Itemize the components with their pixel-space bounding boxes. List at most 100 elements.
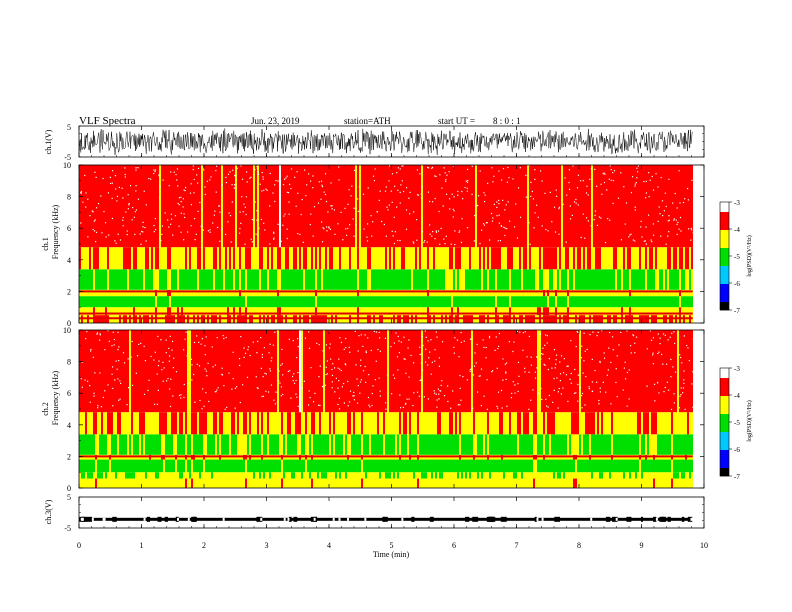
colorbar-segment xyxy=(720,304,729,307)
spectrogram-cell xyxy=(513,472,515,479)
spectrogram-speckle xyxy=(101,232,103,234)
spectrogram-cell xyxy=(357,289,359,297)
spectrogram-cell xyxy=(635,307,637,316)
spectrogram-speckle xyxy=(541,225,543,227)
spectrogram-cell xyxy=(555,289,557,297)
spectrogram-cell xyxy=(405,330,407,413)
spectrogram-cell xyxy=(443,459,445,473)
spectrogram-cell xyxy=(605,412,607,435)
spectrogram-cell xyxy=(643,434,645,455)
spectrogram-cell xyxy=(187,472,189,479)
spectrogram-cell xyxy=(209,269,211,290)
spectrogram-cell xyxy=(313,289,315,297)
spectrogram-cell xyxy=(503,269,505,290)
spectrogram-cell xyxy=(125,247,127,270)
colorbar-segment xyxy=(720,208,729,211)
spectrogram-cell xyxy=(151,289,153,297)
spectrogram-cell xyxy=(383,165,385,248)
spectrogram-cell xyxy=(217,307,219,316)
spectrogram-speckle xyxy=(318,181,320,183)
spectrogram-cell xyxy=(493,459,495,473)
spectrogram-cell xyxy=(593,296,595,308)
spectrogram-cell xyxy=(525,478,527,488)
spectrogram-cell xyxy=(613,330,615,413)
spectrogram-speckle xyxy=(221,228,223,230)
spectrogram-cell xyxy=(537,330,539,413)
spectrogram-cell xyxy=(527,269,529,290)
spectrogram-speckle xyxy=(606,189,608,191)
spectrogram-cell xyxy=(565,296,567,308)
spectrogram-cell xyxy=(497,269,499,290)
ch1-waveform-panel: 5 -5 ch.1(V) xyxy=(44,123,705,162)
spectrogram-speckle xyxy=(240,165,242,167)
spectrogram-cell xyxy=(365,434,367,455)
spectrogram-cell xyxy=(441,412,443,435)
spectrogram-cell xyxy=(587,330,589,413)
spectrogram-cell xyxy=(451,459,453,473)
spectrogram-cell xyxy=(171,307,173,316)
spectrogram-cell xyxy=(211,472,213,479)
spectrogram-cell xyxy=(287,434,289,455)
spectrogram-speckle xyxy=(610,179,612,181)
spectrogram-cell xyxy=(607,165,609,248)
spectrogram-cell xyxy=(511,434,513,455)
spectrogram-cell xyxy=(649,307,651,316)
spectrogram-cell xyxy=(355,247,357,270)
spectrogram-speckle xyxy=(421,186,423,189)
spectrogram-speckle xyxy=(483,224,486,226)
spectrogram-cell xyxy=(275,330,277,413)
spectrogram-speckle xyxy=(443,167,445,169)
spectrogram-cell xyxy=(229,247,231,270)
spectrogram-cell xyxy=(277,478,279,488)
spectrogram-cell xyxy=(459,412,461,435)
spectrogram-cell xyxy=(261,330,263,413)
spectrogram-cell xyxy=(621,434,623,455)
spectrogram-cell xyxy=(117,478,119,488)
spectrogram-cell xyxy=(201,330,203,413)
spectrogram-cell xyxy=(309,307,311,316)
spectrogram-cell xyxy=(367,247,369,270)
spectrogram-cell xyxy=(89,478,91,488)
spectrogram-cell xyxy=(627,269,629,290)
spectrogram-speckle xyxy=(545,228,547,231)
spectrogram-cell xyxy=(223,330,225,413)
spectrogram-cell xyxy=(391,434,393,455)
spectrogram-speckle xyxy=(190,183,192,185)
spectrogram-cell xyxy=(131,412,133,435)
spectrogram-cell xyxy=(373,289,375,297)
spectrogram-cell xyxy=(665,289,667,297)
spectrogram-cell xyxy=(257,330,259,413)
colorbar-segment xyxy=(720,202,729,205)
spectrogram-speckle xyxy=(624,223,626,225)
spectrogram-cell xyxy=(599,247,601,270)
spectrogram-cell xyxy=(137,434,139,455)
spectrogram-speckle xyxy=(337,223,339,225)
spectrogram-cell xyxy=(379,307,381,316)
spectrogram-speckle xyxy=(594,168,596,171)
spectrogram-speckle xyxy=(661,200,664,202)
spectrogram-cell xyxy=(129,289,131,297)
spectrogram-cell xyxy=(341,434,343,455)
spectrogram-cell xyxy=(177,330,179,413)
spectrogram-cell xyxy=(283,412,285,435)
spectrogram-cell xyxy=(397,434,399,455)
spectrogram-cell xyxy=(497,289,499,297)
spectrogram-cell xyxy=(177,472,179,479)
spectrogram-speckle xyxy=(197,210,199,212)
spectrogram-cell xyxy=(239,165,241,248)
spectrogram-cell xyxy=(149,478,151,488)
spectrogram-cell xyxy=(691,296,693,308)
spectrogram-cell xyxy=(191,472,193,479)
spectrogram-cell xyxy=(119,296,121,308)
spectrogram-cell xyxy=(365,478,367,488)
spectrogram-speckle xyxy=(477,195,480,197)
spectrogram-speckle xyxy=(687,199,690,201)
spectrogram-cell xyxy=(105,269,107,290)
spectrogram-cell xyxy=(481,472,483,479)
spectrogram-cell xyxy=(411,459,413,473)
spectrogram-cell xyxy=(407,459,409,473)
spectrogram-cell xyxy=(439,478,441,488)
spectrogram-cell xyxy=(365,307,367,316)
spectrogram-cell xyxy=(197,472,199,479)
spectrogram-cell xyxy=(367,472,369,479)
